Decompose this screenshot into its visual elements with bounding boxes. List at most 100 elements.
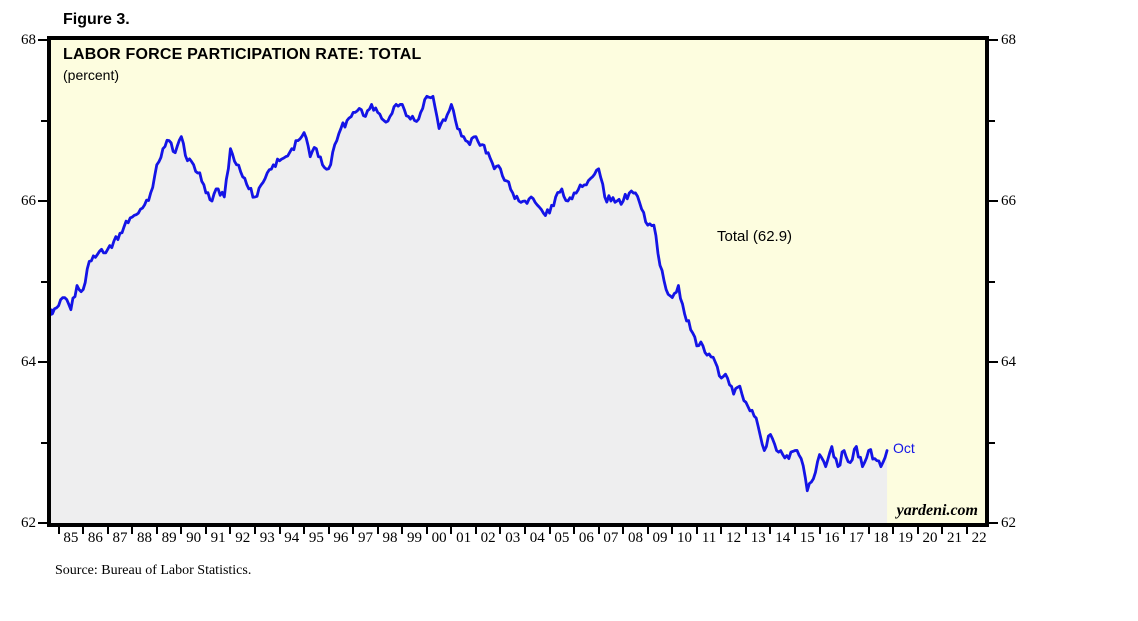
x-axis-label: 89 [161,530,177,546]
y-axis-label-right: 68 [1001,32,1016,48]
y-axis-major-tick [38,522,47,524]
x-axis-tick [327,527,330,534]
y-axis-minor-tick [989,280,995,283]
x-axis-label: 16 [824,530,840,546]
watermark: yardeni.com [892,502,982,520]
x-axis-label: 99 [407,530,423,546]
source-note: Source: Bureau of Labor Statistics. [55,563,252,578]
x-axis-tick [818,527,821,534]
y-axis-label-right: 66 [1001,193,1016,209]
x-axis-tick [597,527,600,534]
x-axis-label: 09 [652,530,668,546]
x-axis-label: 22 [971,530,987,546]
y-axis-minor-tick [989,119,995,122]
x-axis-label: 14 [775,530,791,546]
x-axis-label: 17 [848,530,864,546]
x-axis-label: 12 [726,530,742,546]
x-axis-label: 10 [677,530,693,546]
y-axis-major-tick [38,200,47,202]
x-axis-tick [843,527,846,534]
x-axis-tick [229,527,232,534]
chart-frame: LABOR FORCE PARTICIPATION RATE: TOTAL (p… [47,36,989,527]
x-axis-tick [744,527,747,534]
y-axis-label-right: 64 [1001,354,1016,370]
x-axis-tick [376,527,379,534]
x-axis-label: 94 [284,530,300,546]
x-axis-tick [941,527,944,534]
x-axis-tick [892,527,895,534]
y-axis-label-left: 68 [21,32,36,48]
x-axis-label: 11 [701,530,717,546]
x-axis-tick [425,527,428,534]
y-axis-minor-tick [41,119,47,122]
x-axis-label: 00 [431,530,447,546]
x-axis-label: 90 [186,530,202,546]
y-axis-major-tick [989,200,998,202]
x-axis-tick [57,527,60,534]
x-axis-tick [646,527,649,534]
x-axis-label: 21 [947,530,963,546]
x-axis-tick [548,527,551,534]
x-axis-tick [965,527,968,534]
x-axis-tick [204,527,207,534]
x-axis-label: 05 [554,530,570,546]
x-axis-label: 02 [480,530,496,546]
x-axis-label: 13 [750,530,766,546]
x-axis-tick [769,527,772,534]
x-axis-tick [867,527,870,534]
x-axis-tick [474,527,477,534]
y-axis-major-tick [38,361,47,363]
x-axis-label: 01 [456,530,472,546]
x-axis-label: 93 [259,530,275,546]
y-axis-label-right: 62 [1001,515,1016,531]
x-axis-tick [671,527,674,534]
lfpr-line [51,94,889,493]
y-axis-label-left: 66 [21,193,36,209]
y-axis-minor-tick [41,441,47,444]
x-axis-label: 92 [235,530,251,546]
x-axis-tick [155,527,158,534]
x-axis-tick [253,527,256,534]
x-axis-label: 08 [627,530,643,546]
x-axis-tick [499,527,502,534]
x-axis-label: 04 [529,530,545,546]
x-axis-tick [916,527,919,534]
x-axis-tick [303,527,306,534]
x-axis-tick [401,527,404,534]
x-axis-tick [573,527,576,534]
y-axis-major-tick [989,361,998,363]
y-axis-major-tick [38,39,47,41]
y-axis-minor-tick [41,280,47,283]
x-axis-label: 06 [578,530,594,546]
x-axis-tick [82,527,85,534]
x-axis-label: 19 [897,530,913,546]
x-axis-label: 18 [873,530,889,546]
x-axis-tick [622,527,625,534]
chart-subtitle: (percent) [63,67,120,83]
x-axis-label: 15 [799,530,815,546]
x-axis-tick [794,527,796,534]
x-axis-label: 87 [112,530,128,546]
x-axis-label: 97 [357,530,373,546]
x-axis-tick [720,527,723,534]
y-axis-major-tick [989,522,998,524]
x-axis-tick [695,527,698,534]
y-axis-minor-tick [989,441,995,444]
y-axis-major-tick [989,39,998,41]
x-axis-label: 88 [137,530,153,546]
chart-title: LABOR FORCE PARTICIPATION RATE: TOTAL [63,46,422,63]
x-axis-tick [106,527,109,534]
x-axis-tick [450,527,453,534]
figure-label: Figure 3. [63,11,130,28]
y-axis-label-left: 64 [21,354,36,370]
series-annotation: Total (62.9) [717,228,793,245]
x-axis-label: 86 [87,530,103,546]
x-axis-label: 07 [603,530,619,546]
x-axis-tick [352,527,355,534]
x-axis-label: 95 [308,530,324,546]
lfpr-line-chart [51,94,889,523]
x-axis-tick [523,527,526,534]
latest-month-label: Oct [893,440,915,456]
x-axis-label: 98 [382,530,398,546]
